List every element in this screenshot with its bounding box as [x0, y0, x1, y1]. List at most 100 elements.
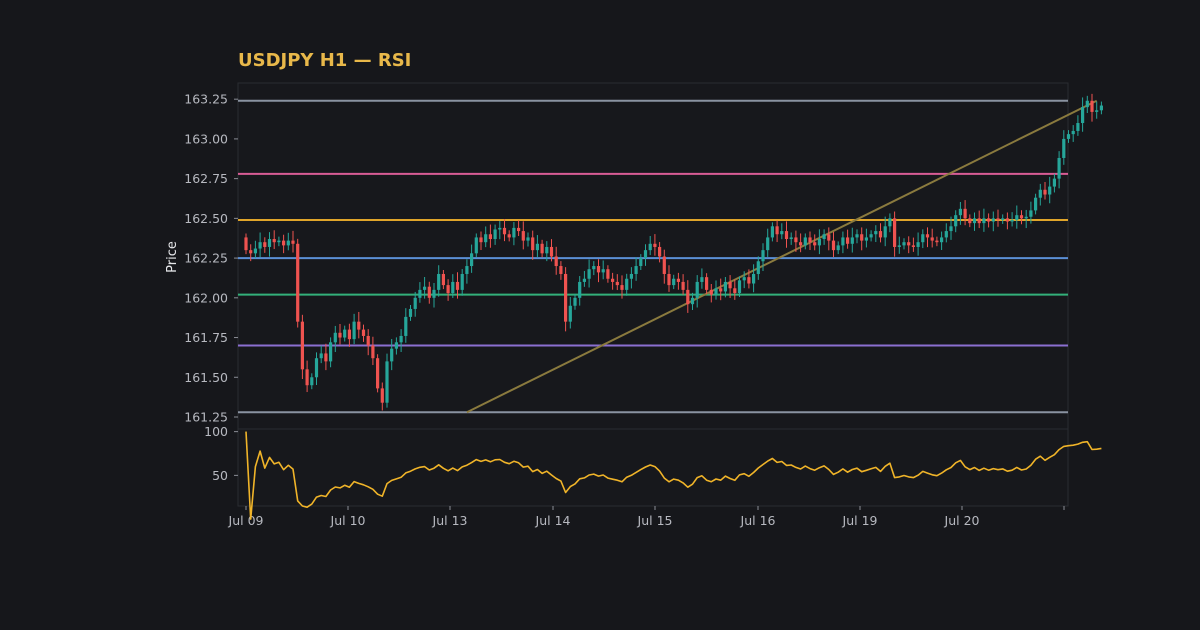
time-axis: Jul 09 Jul 10 Jul 13 Jul 14 Jul 15 Jul 16 Jul … [228, 506, 1065, 528]
candle-body [639, 258, 643, 267]
candle-body [357, 321, 361, 330]
rsi-layer [245, 431, 1102, 520]
candle-body [611, 278, 615, 282]
candle-body [944, 231, 948, 238]
candle-body [441, 273, 445, 286]
candle-body [841, 237, 845, 246]
candle-body [1043, 189, 1047, 195]
candle-body [423, 286, 427, 290]
price-axis: 161.25 161.50 161.75 162.00 162.25 162.50 162.… [184, 92, 238, 425]
candle-body [432, 289, 436, 298]
candle-body [1085, 100, 1089, 108]
candle-body [1038, 189, 1042, 198]
rsi-axis: 50 100 [204, 424, 238, 483]
horizontal-levels [238, 99, 1068, 414]
candle-body [531, 237, 535, 251]
candle-body [390, 348, 394, 362]
candle-body [902, 242, 906, 246]
time-tick-label: Jul 19 [842, 513, 878, 528]
candle-body [606, 269, 610, 279]
candle-body [893, 218, 897, 247]
candle-body [1090, 100, 1094, 112]
candle-body [1034, 197, 1038, 211]
candle-body [333, 332, 337, 343]
candle-body [916, 242, 920, 247]
candle-body [629, 273, 633, 279]
candle-body [399, 335, 403, 343]
candle-body [1015, 215, 1019, 220]
candle-body [554, 256, 558, 267]
candle-body [1062, 138, 1066, 158]
candle-body [559, 266, 563, 274]
candle-body [897, 245, 901, 247]
candle-body [413, 297, 417, 309]
candle-body [770, 226, 774, 238]
candle-body [319, 353, 323, 359]
candle-body [573, 297, 577, 306]
candle-body [723, 281, 727, 292]
time-tick-label: Jul 10 [330, 513, 366, 528]
candlesticks [244, 93, 1103, 411]
candle-body [742, 277, 746, 281]
candle-body [1057, 157, 1061, 179]
candle-body [676, 278, 680, 282]
price-tick-label: 161.75 [184, 330, 228, 345]
candle-body [437, 273, 441, 290]
candle-body [1005, 218, 1009, 222]
candle-body [582, 278, 586, 282]
candle-body [352, 321, 356, 340]
candle-body [831, 240, 836, 251]
candle-body [940, 237, 944, 243]
candle-body [930, 237, 934, 241]
candle-body [761, 250, 765, 262]
candle-body [808, 237, 812, 243]
candle-body [921, 234, 925, 243]
candle-body [653, 243, 657, 247]
candle-body [987, 218, 991, 222]
candle-body [855, 234, 859, 238]
candle-body [549, 246, 554, 257]
candle-body [780, 231, 784, 235]
candle-body [954, 215, 958, 227]
candle-body [1099, 105, 1103, 111]
candle-body [517, 227, 521, 232]
candle-body [394, 342, 398, 349]
candle-body [526, 237, 530, 241]
rsi-panel-background [237, 428, 1069, 507]
candle-body [672, 278, 676, 286]
candle-body [305, 369, 309, 386]
price-tick-label: 162.75 [184, 171, 228, 186]
candle-body [1001, 218, 1005, 220]
candle-body [977, 218, 981, 224]
candle-body [620, 285, 624, 290]
candle-body [911, 245, 915, 247]
candle-body [310, 377, 314, 386]
candle-body [249, 250, 253, 254]
candle-body [869, 234, 873, 238]
candle-body [860, 234, 864, 241]
candle-body [343, 329, 347, 338]
candle-body [470, 253, 474, 267]
candle-body [521, 231, 525, 241]
candle-body [502, 227, 507, 235]
candle-body [822, 234, 826, 240]
candle-body [846, 237, 850, 244]
candle-body [883, 226, 887, 238]
candle-body [427, 286, 431, 298]
chart-title: USDJPY H1 — RSI [238, 50, 411, 71]
candle-body [813, 242, 817, 246]
candle-body [643, 250, 648, 259]
candle-body [361, 329, 366, 336]
candle-body [408, 308, 413, 317]
candle-body [545, 246, 549, 254]
candle-body [888, 218, 892, 227]
candle-body [1024, 216, 1028, 219]
candle-body [667, 273, 671, 286]
candle-body [455, 281, 460, 290]
candle-body [949, 226, 953, 232]
candle-body [1048, 186, 1052, 195]
candle-body [991, 218, 995, 222]
candle-body [1066, 134, 1071, 139]
price-panel-background [237, 82, 1069, 430]
